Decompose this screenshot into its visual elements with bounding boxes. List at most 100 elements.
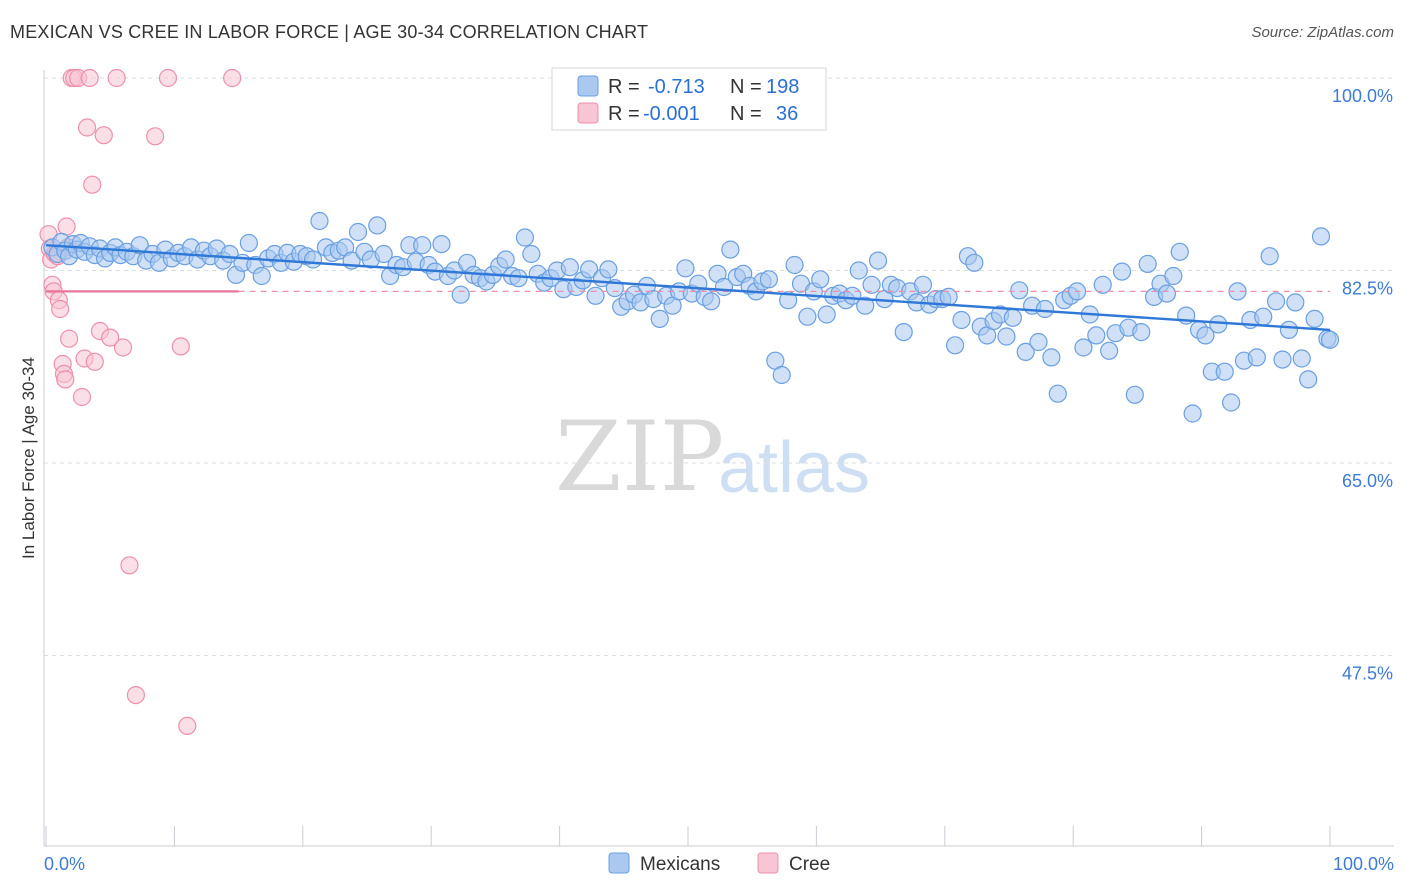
cree-series [39,68,242,736]
stats-legend: R = -0.713 N = 198 R = -0.001 N = 36 [551,67,827,131]
mexicans-point [650,309,669,328]
mexicans-point [1035,299,1055,319]
cree-point [113,338,133,357]
mexicans-point [1286,293,1305,312]
mexicans-point [451,285,470,304]
cree-point [171,337,190,356]
cree-point [85,352,104,371]
mexicans-point [894,323,913,342]
mexicans-point [798,307,817,326]
mexicans-point [348,222,368,242]
legend-r-value-1: -0.713 [648,76,705,98]
legend-n-value-1: 198 [766,76,799,98]
mexicans-point [1010,281,1029,300]
chart-title: MEXICAN VS CREE IN LABOR FORCE | AGE 30-… [10,22,649,42]
mexicans-point [1254,307,1273,326]
mexicans-point [1305,309,1324,328]
watermark-zip: ZIP [555,401,724,513]
watermark-atlas: atlas [718,428,870,508]
mexicans-point [1170,242,1189,261]
mexicans-point [721,240,740,259]
mexicans-point [811,270,830,289]
mexicans-point [868,251,888,270]
mexicans-point [1112,262,1132,281]
mexicans-point [1266,292,1286,311]
mexicans-point [913,275,933,294]
bottom-legend-cree: Cree [789,854,830,875]
mexicans-point [779,291,798,310]
mexicans-point [368,216,387,235]
bottom-legend-mexicans: Mexicans [640,854,720,875]
mexicans-point [1100,341,1119,360]
cree-point [83,175,102,194]
y-tick-label: 82.5% [1342,279,1393,299]
cree-point [107,68,126,88]
x-tick-label-max: 100.0% [1333,854,1394,874]
mexicans-point [862,275,881,294]
bottom-legend-swatch-cree [757,852,779,874]
mexicans-point [1093,275,1112,294]
mexicans-point [759,270,778,289]
mexicans-point [1215,362,1234,381]
mexicans-point [1247,348,1266,367]
mexicans-point [1260,247,1279,266]
mexicans-point [997,327,1016,346]
mexicans-trend-line [45,244,1331,332]
mexicans-point [1299,370,1318,389]
mexicans-point [1048,384,1067,403]
cree-point [146,127,165,146]
mexicans-point [856,296,875,315]
cree-point [94,126,113,145]
mexicans-point [785,255,804,275]
mexicans-point [252,266,271,286]
y-tick-label: 100.0% [1332,86,1393,106]
mexicans-point [1138,254,1157,273]
mexicans-point [772,365,791,385]
mexicans-point [1222,393,1241,412]
mexicans-point [599,260,618,279]
mexicans-point [1016,342,1035,361]
series-legend: Mexicans Cree [608,852,830,875]
source-label: Source: ZipAtlas.com [1251,24,1394,41]
cree-point [77,118,97,137]
mexicans-point [1003,308,1022,327]
mexicans-point [586,286,605,305]
cree-point [56,370,75,389]
y-axis-label: In Labor Force | Age 30-34 [19,357,38,559]
mexicans-point [1157,284,1177,303]
legend-r-label-1: R = [608,76,640,98]
y-tick-label: 65.0% [1342,471,1393,491]
mexicans-point [945,336,965,355]
legend-n-label-2: N = [730,103,762,125]
cree-point [80,68,99,88]
cree-point [72,387,92,407]
legend-r-value-2: -0.001 [643,103,700,125]
mexicans-point [817,305,836,324]
x-ticks [45,826,1331,846]
mexicans-point [1183,404,1202,423]
mexicans-point [374,244,393,264]
mexicans-point [496,250,515,269]
mexicans-point [1029,332,1048,352]
legend-r-label-2: R = [608,103,640,125]
legend-swatch-cree [577,102,599,124]
mexicans-point [965,253,984,272]
cree-point [178,716,197,736]
x-tick-label-min: 0.0% [44,854,85,874]
mexicans-point [1125,385,1144,404]
mexicans-point [849,261,868,280]
mexicans-point [303,250,323,269]
mexicans-point [952,310,971,330]
mexicans-point [560,258,579,277]
mexicans-point [1273,350,1292,369]
mexicans-point [1087,326,1106,345]
cree-point [60,329,79,348]
cree-point [101,328,120,347]
mexicans-point [239,233,258,253]
y-tick-label: 47.5% [1342,664,1393,684]
cree-point [158,68,178,88]
mexicans-point [509,269,528,288]
mexicans-point [1132,323,1151,342]
mexicans-point [130,236,149,255]
mexicans-point [1292,349,1311,368]
